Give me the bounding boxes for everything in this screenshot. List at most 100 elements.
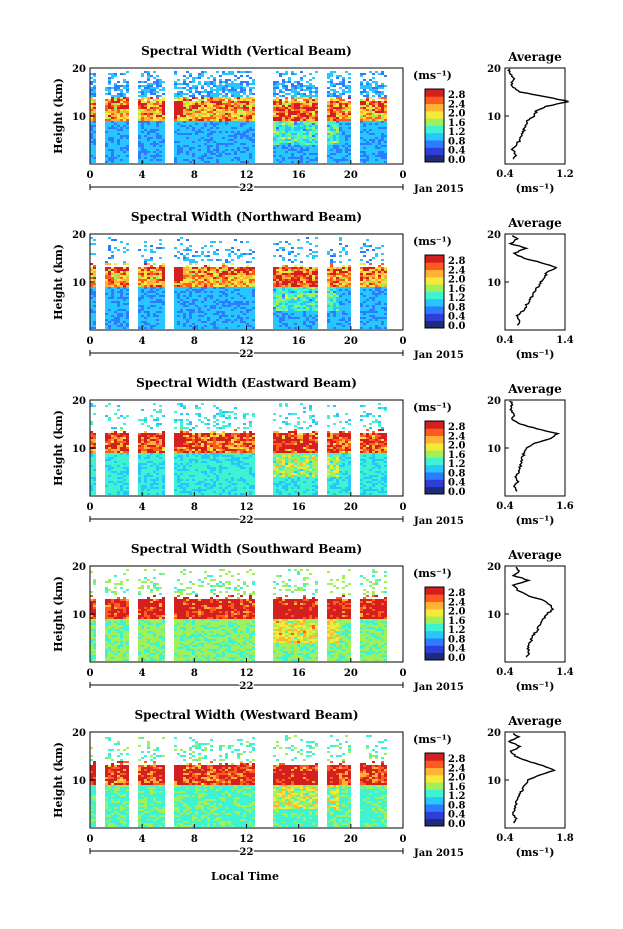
heatmap-cell [174, 129, 177, 131]
heatmap-cell [315, 149, 318, 151]
heatmap-cell [141, 319, 144, 321]
heatmap-cell [291, 113, 294, 115]
heatmap-cell [123, 289, 126, 291]
heatmap-cell [189, 81, 192, 83]
heatmap-cell [105, 317, 108, 319]
heatmap-cell [291, 157, 294, 159]
heatmap-cell [189, 149, 192, 151]
heatmap-cell [117, 95, 120, 97]
heatmap-cell [231, 139, 234, 141]
heatmap-cell [348, 129, 351, 131]
heatmap-cell [282, 87, 285, 89]
heatmap-cell [285, 121, 288, 123]
heatmap-cell [222, 119, 225, 121]
heatmap-cell [273, 125, 276, 127]
heatmap-cell [276, 83, 279, 85]
heatmap-cell [120, 119, 123, 121]
heatmap-cell [222, 313, 225, 315]
heatmap-cell [276, 103, 279, 105]
heatmap-cell [156, 83, 159, 85]
heatmap-cell [225, 105, 228, 107]
heatmap-cell [141, 145, 144, 147]
heatmap-cell [294, 143, 297, 145]
heatmap-cell [225, 111, 228, 113]
heatmap-cell [174, 93, 177, 95]
colorbar-segment [425, 140, 444, 148]
heatmap-cell [120, 115, 123, 117]
heatmap-cell [153, 109, 156, 111]
heatmap-cell [189, 277, 192, 279]
heatmap-cell [372, 103, 375, 105]
heatmap-cell [159, 107, 162, 109]
heatmap-cell [306, 99, 309, 101]
heatmap-cell [159, 289, 162, 291]
heatmap-cell [342, 153, 345, 155]
heatmap-cell [126, 141, 129, 143]
heatmap-cell [288, 253, 291, 255]
heatmap-cell [240, 127, 243, 129]
heatmap-cell [141, 317, 144, 319]
heatmap-cell [210, 117, 213, 119]
heatmap-cell [225, 79, 228, 81]
heatmap-cell [204, 301, 207, 303]
heatmap-cell [249, 93, 252, 95]
heatmap-cell [372, 73, 375, 75]
heatmap-cell [195, 91, 198, 93]
heatmap-cell [120, 109, 123, 111]
heatmap-cell [117, 143, 120, 145]
heatmap-cell [288, 309, 291, 311]
heatmap-cell [207, 275, 210, 277]
heatmap-cell [153, 107, 156, 109]
heatmap-cell [330, 131, 333, 133]
heatmap-cell [126, 119, 129, 121]
heatmap-cell [150, 325, 153, 327]
heatmap-cell [237, 277, 240, 279]
heatmap-cell [138, 311, 141, 313]
heatmap-cell [108, 115, 111, 117]
heatmap-cell [378, 143, 381, 145]
heatmap-cell [276, 327, 279, 329]
heatmap-cell [183, 161, 186, 163]
heatmap-cell [201, 109, 204, 111]
heatmap-cell [216, 119, 219, 121]
heatmap-cell [144, 263, 147, 265]
heatmap-cell [279, 133, 282, 135]
heatmap-cell [201, 121, 204, 123]
heatmap-cell [294, 101, 297, 103]
heatmap-cell [225, 97, 228, 99]
heatmap-cell [117, 117, 120, 119]
heatmap-cell [180, 125, 183, 127]
heatmap-cell [285, 81, 288, 83]
heatmap-cell [279, 297, 282, 299]
heatmap-cell [156, 85, 159, 87]
heatmap-cell [192, 275, 195, 277]
heatmap-cell [150, 89, 153, 91]
heatmap-cell [183, 285, 186, 287]
heatmap-cell [348, 109, 351, 111]
heatmap-cell [360, 133, 363, 135]
heatmap-cell [207, 287, 210, 289]
heatmap-cell [333, 133, 336, 135]
heatmap-cell [297, 297, 300, 299]
heatmap-cell [114, 157, 117, 159]
heatmap-cell [177, 161, 180, 163]
heatmap-cell [288, 273, 291, 275]
heatmap-cell [273, 319, 276, 321]
heatmap-cell [285, 113, 288, 115]
heatmap-cell [144, 159, 147, 161]
heatmap-cell [198, 159, 201, 161]
heatmap-cell [366, 83, 369, 85]
colorbar-tick-label: 0.4 [448, 146, 465, 157]
heatmap-cell [192, 97, 195, 99]
heatmap-cell [303, 155, 306, 157]
heatmap-cell [306, 157, 309, 159]
heatmap-cell [144, 93, 147, 95]
heatmap-cell [315, 97, 318, 99]
heatmap-cell [159, 81, 162, 83]
heatmap-cell [105, 287, 108, 289]
heatmap-cell [216, 319, 219, 321]
heatmap-cell [294, 119, 297, 121]
heatmap-cell [228, 299, 231, 301]
heatmap-cell [243, 161, 246, 163]
heatmap-cell [219, 115, 222, 117]
